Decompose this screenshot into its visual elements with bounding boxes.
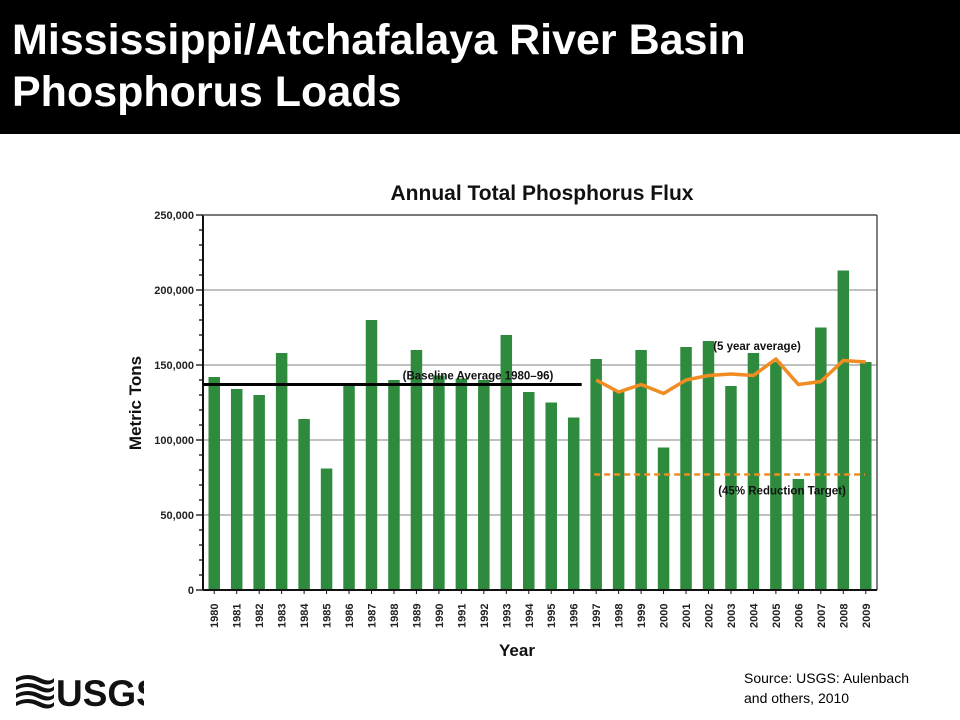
x-tick-label: 1998 [614,604,626,628]
x-tick-label: 2000 [659,604,671,628]
x-tick-label: 1986 [344,604,356,628]
slide-title: Mississippi/Atchafalaya River Basin Phos… [12,14,746,118]
x-tick-label: 2007 [816,604,828,628]
source-note: Source: USGS: Aulenbach and others, 2010 [744,668,909,708]
x-tick-label: 2002 [704,604,716,628]
five-year-average-line [595,357,866,396]
usgs-wave-icon [16,675,54,709]
x-tick-label: 2003 [726,604,738,628]
bar [455,378,468,590]
bar [365,320,378,590]
x-tick-label: 1993 [501,604,513,628]
bar [275,353,288,590]
bar [792,479,805,590]
x-tick-label: 1994 [524,603,536,628]
bar [410,350,423,590]
bar [680,347,692,590]
axes [196,214,878,594]
bar [478,380,490,590]
y-tick-label: 50,000 [160,510,194,522]
bar [612,390,625,590]
bar [635,350,647,590]
bar [523,392,535,590]
bar [860,362,872,590]
x-tick-label: 1995 [546,604,558,628]
y-tick-label: 150,000 [154,360,194,372]
x-tick-label: 1997 [591,604,603,628]
x-tick-label: 1981 [232,604,244,628]
bar [770,362,782,590]
x-tick-label: 1999 [636,604,648,628]
usgs-logo-text: USGS [56,673,144,712]
x-tick-label: 2005 [771,604,783,628]
x-tick-label: 1980 [209,604,221,628]
bar [343,383,355,590]
source-line2: and others, 2010 [744,690,850,706]
x-tick-label: 1992 [479,604,491,628]
x-tick-label: 2006 [793,604,805,628]
bar [657,447,670,590]
bar [298,419,310,590]
bar [253,395,265,590]
bars [208,270,872,590]
x-tick-label: 2008 [838,604,850,628]
bar [747,353,760,590]
bar [500,335,513,590]
overlays: (Baseline Average 1980–96) (45% Reduction… [203,341,866,498]
y-tick-label: 100,000 [154,435,194,447]
x-axis-label: Year [499,641,535,660]
x-tick-label: 1988 [389,604,401,628]
bar [725,386,737,590]
bar [388,380,400,590]
y-tick-label: 200,000 [154,285,194,297]
y-tick-label: 0 [188,585,194,597]
x-tick-label: 2001 [681,604,693,628]
x-tick-label: 1984 [299,603,311,628]
x-tick-label: 1982 [254,604,266,628]
baseline-average-label: (Baseline Average 1980–96) [403,371,554,383]
y-tick-labels: 0 50,000 100,000 150,000 200,000 250,000 [154,210,194,597]
bar [545,402,557,590]
slide-title-line2: Phosphorus Loads [12,68,402,116]
x-tick-labels: 1980 1981 1982 1983 1984 1985 1986 1987 1988 1989… [209,603,873,628]
x-tick-label: 1987 [367,604,379,628]
bar [320,468,333,590]
x-tick-label: 2004 [748,603,760,628]
bar [837,270,850,590]
bar [230,389,243,590]
reduction-target-label: (45% Reduction Target) [718,486,846,498]
x-tick-label: 1990 [434,604,446,628]
x-tick-label: 1985 [322,604,334,628]
bar [433,375,445,590]
bar [208,377,220,590]
y-tick-label: 250,000 [154,210,194,222]
slide-title-line1: Mississippi/Atchafalaya River Basin [12,16,746,64]
bar [702,341,715,590]
x-tick-label: 2009 [861,604,873,628]
usgs-logo: USGS [16,673,144,712]
source-line1: Source: USGS: Aulenbach [744,670,909,686]
x-tick-label: 1991 [456,604,468,628]
chart-title: Annual Total Phosphorus Flux [391,182,694,205]
bar [567,417,580,590]
bar [815,327,827,590]
x-tick-label: 1983 [277,604,289,628]
x-tick-label: 1989 [411,604,423,628]
five-year-average-label: (5 year average) [713,341,801,353]
x-tick-label: 1996 [569,604,581,628]
title-bar: Mississippi/Atchafalaya River Basin Phos… [0,0,960,134]
y-axis-label: Metric Tons [126,356,145,450]
